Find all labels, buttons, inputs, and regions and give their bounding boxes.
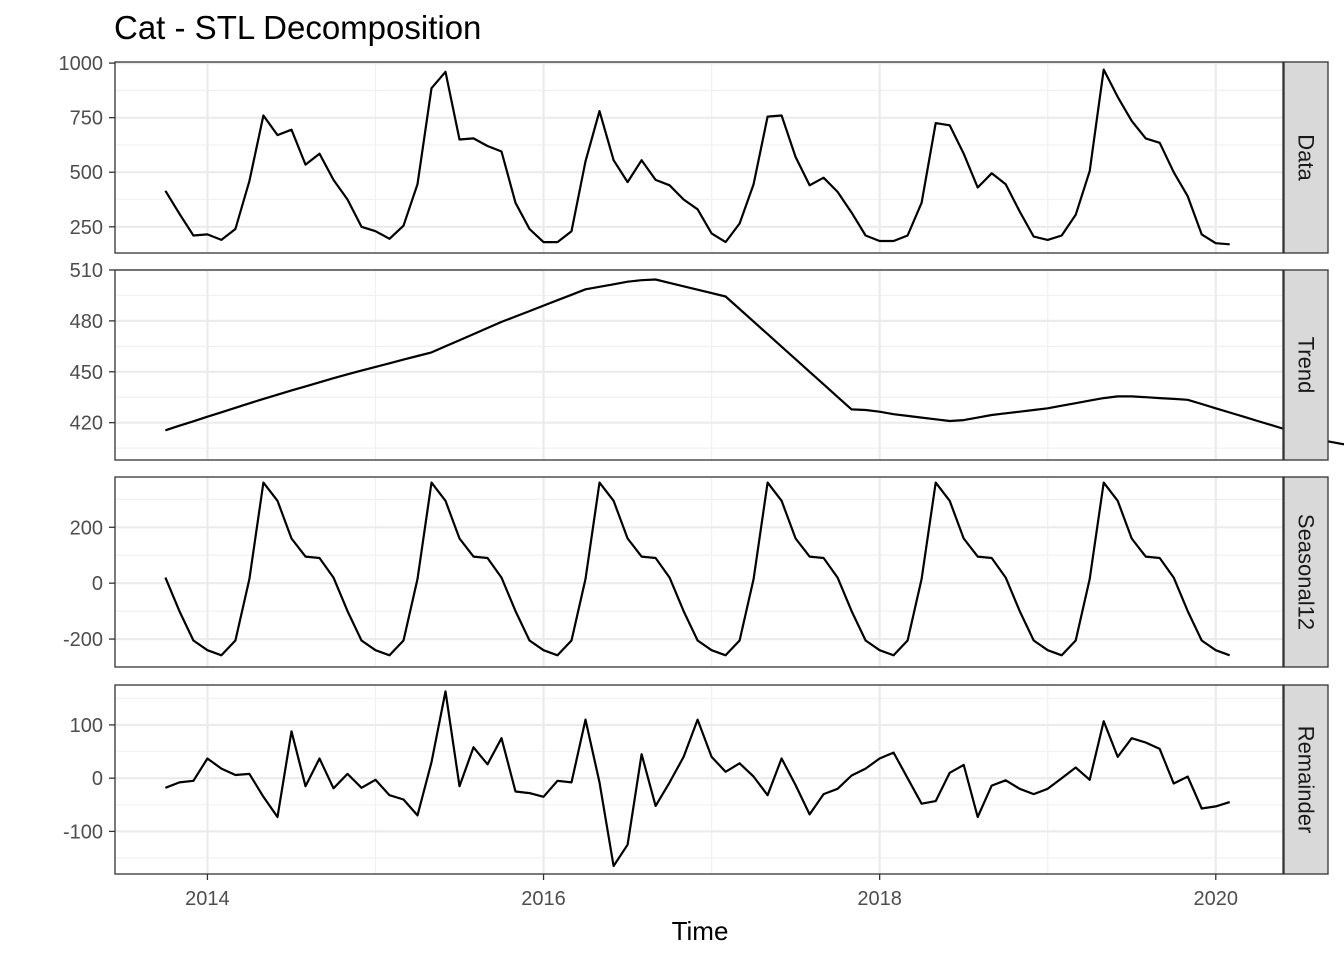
x-tick-label: 2018 <box>857 888 902 910</box>
panel-data: 250 500 750 1000 Data <box>59 53 1329 254</box>
facet-strip-label: Data <box>1294 134 1319 181</box>
x-tick-label: 2016 <box>521 888 566 910</box>
y-tick-label: 0 <box>92 573 103 595</box>
x-tick-label: 2020 <box>1194 888 1239 910</box>
panel-background <box>115 685 1283 874</box>
y-tick-label: 250 <box>70 217 103 239</box>
y-tick-label: 510 <box>70 260 103 282</box>
series-line-remainder <box>165 690 1231 868</box>
facet-strip <box>1283 476 1329 668</box>
facet-strip-label: Seasonal12 <box>1294 514 1319 630</box>
y-tick-label: 750 <box>70 108 103 130</box>
series-line-trend <box>165 278 1344 446</box>
series-line-seasonal12 <box>164 481 1231 657</box>
panel-background <box>115 477 1283 667</box>
y-tick-label: 0 <box>92 768 103 790</box>
y-tick-label: 480 <box>70 311 103 333</box>
y-tick-label: 420 <box>70 413 103 435</box>
y-tick-label: -100 <box>63 821 103 843</box>
facet-strip-label: Remainder <box>1294 726 1319 834</box>
x-axis: 2014 2016 2018 2020 <box>185 874 1238 910</box>
y-tick-label: -200 <box>63 629 103 651</box>
series-line-data <box>164 68 1230 246</box>
x-axis-title: Time <box>672 916 729 946</box>
facet-strip <box>1283 269 1329 461</box>
chart-title: Cat - STL Decomposition <box>114 9 481 46</box>
panel-border <box>114 269 1284 461</box>
facet-strip-label: Trend <box>1294 337 1319 394</box>
panels: 2505007501000Data420450480510Trend-20002… <box>59 53 1344 875</box>
panel-background <box>115 270 1283 460</box>
facet-strip <box>1283 684 1329 875</box>
y-tick-label: 450 <box>70 362 103 384</box>
x-tick-label: 2014 <box>185 888 230 910</box>
y-tick-label: 500 <box>70 162 103 184</box>
panel-border <box>114 61 1284 254</box>
panel-trend: 420 450 480 510 Trend <box>70 260 1344 461</box>
panel-background <box>115 62 1283 253</box>
y-tick-label: 100 <box>70 715 103 737</box>
panel-border <box>114 684 1284 875</box>
y-tick-label: 1000 <box>59 53 104 75</box>
panel-remainder: -100 0 100 Remainder <box>63 684 1329 875</box>
panel-border <box>114 476 1284 668</box>
panel-seasonal12: -200 0 200 Seasonal12 <box>63 476 1329 668</box>
facet-strip <box>1283 61 1329 254</box>
y-tick-label: 200 <box>70 517 103 539</box>
